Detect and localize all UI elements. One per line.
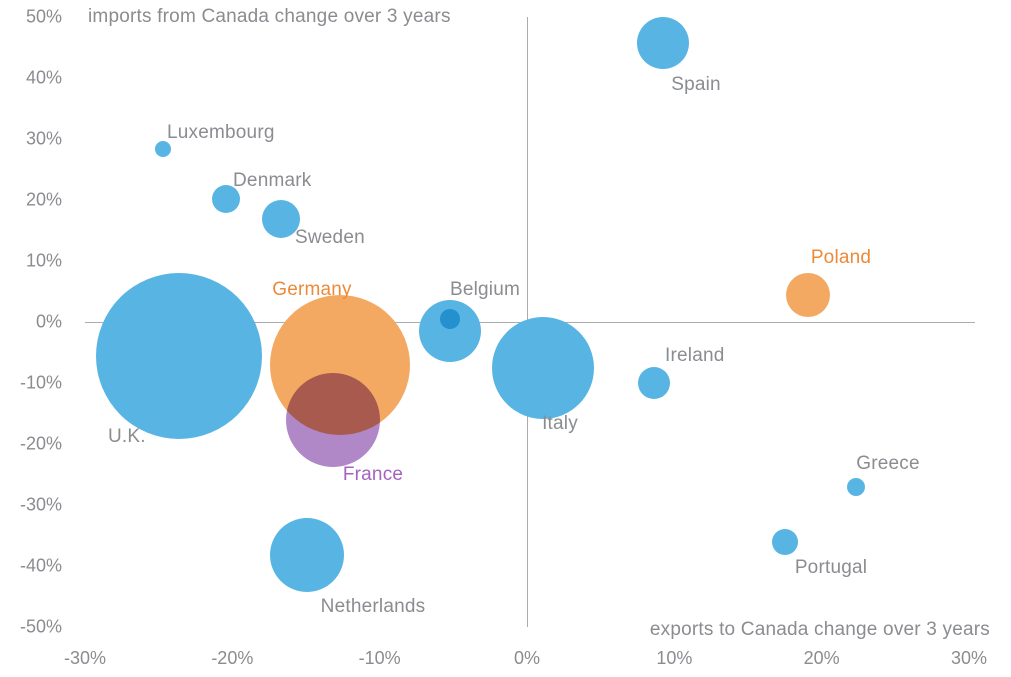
x-tick-label: 20% bbox=[803, 648, 840, 668]
y-tick-label: -20% bbox=[19, 433, 62, 454]
x-tick-label: 10% bbox=[656, 648, 693, 668]
bubble-greece[interactable] bbox=[846, 477, 865, 496]
bubble-belgium_dot[interactable] bbox=[440, 308, 461, 329]
bubble-label-germany: Germany bbox=[272, 279, 352, 300]
bubble-uk[interactable] bbox=[96, 272, 263, 439]
x-axis-title: exports to Canada change over 3 years bbox=[649, 619, 990, 640]
bubble-poland[interactable] bbox=[786, 273, 831, 318]
bubble-label-portugal: Portugal bbox=[794, 557, 868, 578]
y-tick-label: 10% bbox=[25, 250, 62, 271]
bubble-sweden[interactable] bbox=[261, 199, 300, 238]
bubble-label-luxembourg: Luxembourg bbox=[167, 122, 275, 143]
bubble-label-poland: Poland bbox=[810, 247, 872, 268]
y-tick-label: 40% bbox=[25, 67, 62, 88]
bubble-denmark[interactable] bbox=[212, 184, 241, 213]
x-tick-label: -10% bbox=[358, 648, 401, 668]
bubble-label-greece: Greece bbox=[856, 453, 920, 474]
y-tick-label: -50% bbox=[19, 616, 62, 637]
bubble-label-uk: U.K. bbox=[108, 426, 146, 447]
bubble-label-sweden: Sweden bbox=[295, 227, 365, 248]
y-tick-label: 20% bbox=[25, 189, 62, 210]
bubble-label-belgium: Belgium bbox=[449, 279, 521, 300]
bubble-france[interactable] bbox=[285, 373, 380, 468]
y-tick-label: -30% bbox=[19, 494, 62, 515]
bubble-label-netherlands: Netherlands bbox=[320, 596, 426, 617]
x-tick-label: 30% bbox=[950, 648, 988, 668]
x-tick-label: -20% bbox=[211, 648, 254, 668]
bubble-netherlands[interactable] bbox=[270, 518, 345, 593]
bubble-label-spain: Spain bbox=[671, 74, 721, 95]
bubble-ireland[interactable] bbox=[637, 367, 670, 399]
x-tick-label: 0% bbox=[513, 648, 541, 668]
bubble-spain[interactable] bbox=[636, 16, 689, 69]
y-tick-label: -40% bbox=[19, 555, 62, 576]
bubble-luxembourg[interactable] bbox=[155, 140, 172, 157]
y-tick-label: 0% bbox=[35, 311, 62, 332]
y-axis-title: imports from Canada change over 3 years bbox=[88, 6, 451, 27]
y-tick-label: -10% bbox=[19, 372, 62, 393]
y-tick-label: 50% bbox=[25, 6, 62, 27]
bubble-italy[interactable] bbox=[492, 316, 595, 419]
bubble-label-france: France bbox=[342, 464, 404, 485]
bubble-label-denmark: Denmark bbox=[233, 170, 312, 191]
x-tick-label: -30% bbox=[63, 648, 107, 668]
bubble-portugal[interactable] bbox=[771, 529, 798, 556]
bubble-label-italy: Italy bbox=[542, 413, 578, 434]
y-tick-label: 30% bbox=[25, 128, 62, 149]
bubble-label-ireland: Ireland bbox=[665, 345, 725, 366]
